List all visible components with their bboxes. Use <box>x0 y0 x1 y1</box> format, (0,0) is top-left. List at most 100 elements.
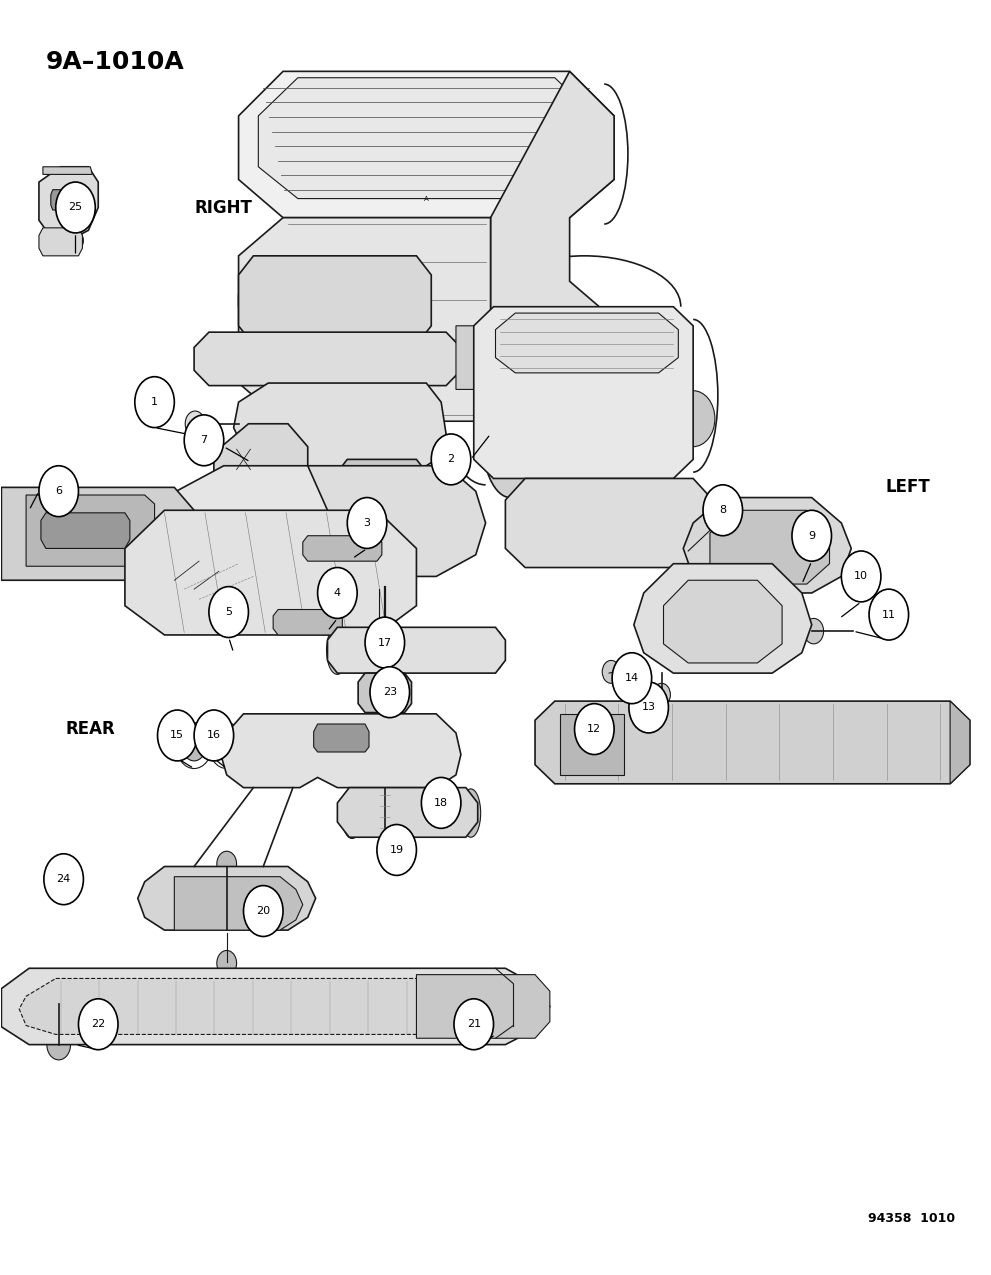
Circle shape <box>629 682 669 733</box>
Circle shape <box>320 296 334 314</box>
Polygon shape <box>1 968 550 1044</box>
Text: 24: 24 <box>56 875 70 885</box>
Circle shape <box>135 993 155 1019</box>
Text: 14: 14 <box>624 673 639 683</box>
Polygon shape <box>234 382 446 491</box>
Text: 7: 7 <box>200 435 207 445</box>
Circle shape <box>804 618 824 644</box>
Polygon shape <box>505 478 713 567</box>
Polygon shape <box>456 326 510 389</box>
Circle shape <box>454 998 494 1049</box>
Circle shape <box>672 390 715 446</box>
Text: 2: 2 <box>448 454 455 464</box>
Polygon shape <box>155 465 327 602</box>
Polygon shape <box>634 564 812 673</box>
Circle shape <box>742 644 762 669</box>
Circle shape <box>55 182 95 233</box>
Text: 10: 10 <box>854 571 868 581</box>
Text: LEFT: LEFT <box>886 478 931 496</box>
Polygon shape <box>174 877 303 929</box>
Circle shape <box>703 484 742 536</box>
Ellipse shape <box>494 394 527 473</box>
Circle shape <box>347 497 386 548</box>
Circle shape <box>421 778 461 829</box>
Ellipse shape <box>407 258 435 344</box>
Circle shape <box>370 667 409 718</box>
Ellipse shape <box>123 982 252 1030</box>
Ellipse shape <box>138 992 237 1020</box>
Bar <box>229 335 249 382</box>
Circle shape <box>377 825 416 876</box>
Circle shape <box>377 727 406 765</box>
Text: 6: 6 <box>55 486 62 496</box>
Circle shape <box>380 296 393 314</box>
Ellipse shape <box>449 323 474 393</box>
Bar <box>308 335 327 382</box>
Polygon shape <box>26 495 155 566</box>
Text: 4: 4 <box>334 588 341 598</box>
Polygon shape <box>474 307 693 478</box>
Text: 16: 16 <box>207 731 221 741</box>
Circle shape <box>217 950 237 975</box>
Ellipse shape <box>326 626 348 674</box>
Circle shape <box>158 710 197 761</box>
Circle shape <box>217 852 237 877</box>
Polygon shape <box>314 724 369 752</box>
Circle shape <box>291 296 305 314</box>
Ellipse shape <box>341 788 363 839</box>
Text: 11: 11 <box>882 609 896 620</box>
Polygon shape <box>327 627 505 673</box>
Text: 25: 25 <box>68 203 82 213</box>
Circle shape <box>365 617 404 668</box>
Circle shape <box>47 1029 70 1060</box>
Circle shape <box>841 551 881 602</box>
Polygon shape <box>259 78 595 199</box>
Polygon shape <box>710 510 829 584</box>
Circle shape <box>100 993 120 1019</box>
Circle shape <box>411 180 441 218</box>
Text: 9: 9 <box>809 530 816 541</box>
Circle shape <box>431 434 471 484</box>
Circle shape <box>373 677 396 708</box>
Circle shape <box>401 275 441 326</box>
Polygon shape <box>303 536 382 561</box>
Circle shape <box>39 465 78 516</box>
Text: 94358  1010: 94358 1010 <box>868 1213 955 1225</box>
Bar <box>347 335 367 382</box>
Polygon shape <box>221 714 461 788</box>
Circle shape <box>375 536 394 561</box>
Circle shape <box>370 476 393 506</box>
Circle shape <box>458 195 474 215</box>
Ellipse shape <box>499 328 521 388</box>
Circle shape <box>449 343 473 372</box>
Polygon shape <box>1 487 194 580</box>
Polygon shape <box>239 71 614 218</box>
Text: 3: 3 <box>364 518 371 528</box>
Bar <box>386 335 406 382</box>
Polygon shape <box>416 974 550 1038</box>
Circle shape <box>612 653 652 704</box>
Polygon shape <box>683 497 851 593</box>
Circle shape <box>318 567 357 618</box>
Polygon shape <box>19 978 527 1034</box>
Polygon shape <box>259 465 486 576</box>
Circle shape <box>182 731 206 761</box>
Text: 17: 17 <box>378 638 391 648</box>
Text: 18: 18 <box>434 798 448 808</box>
Text: REAR: REAR <box>65 720 115 738</box>
Polygon shape <box>138 867 316 929</box>
Circle shape <box>48 231 63 251</box>
Polygon shape <box>337 788 478 838</box>
Polygon shape <box>535 701 970 784</box>
Circle shape <box>682 539 700 562</box>
Circle shape <box>439 296 453 314</box>
Polygon shape <box>950 701 970 784</box>
Circle shape <box>44 854 83 905</box>
Text: 19: 19 <box>389 845 403 856</box>
Circle shape <box>215 731 239 761</box>
Circle shape <box>310 195 325 215</box>
Circle shape <box>278 727 308 765</box>
Polygon shape <box>41 513 130 548</box>
Text: 12: 12 <box>588 724 602 734</box>
Circle shape <box>575 704 614 755</box>
